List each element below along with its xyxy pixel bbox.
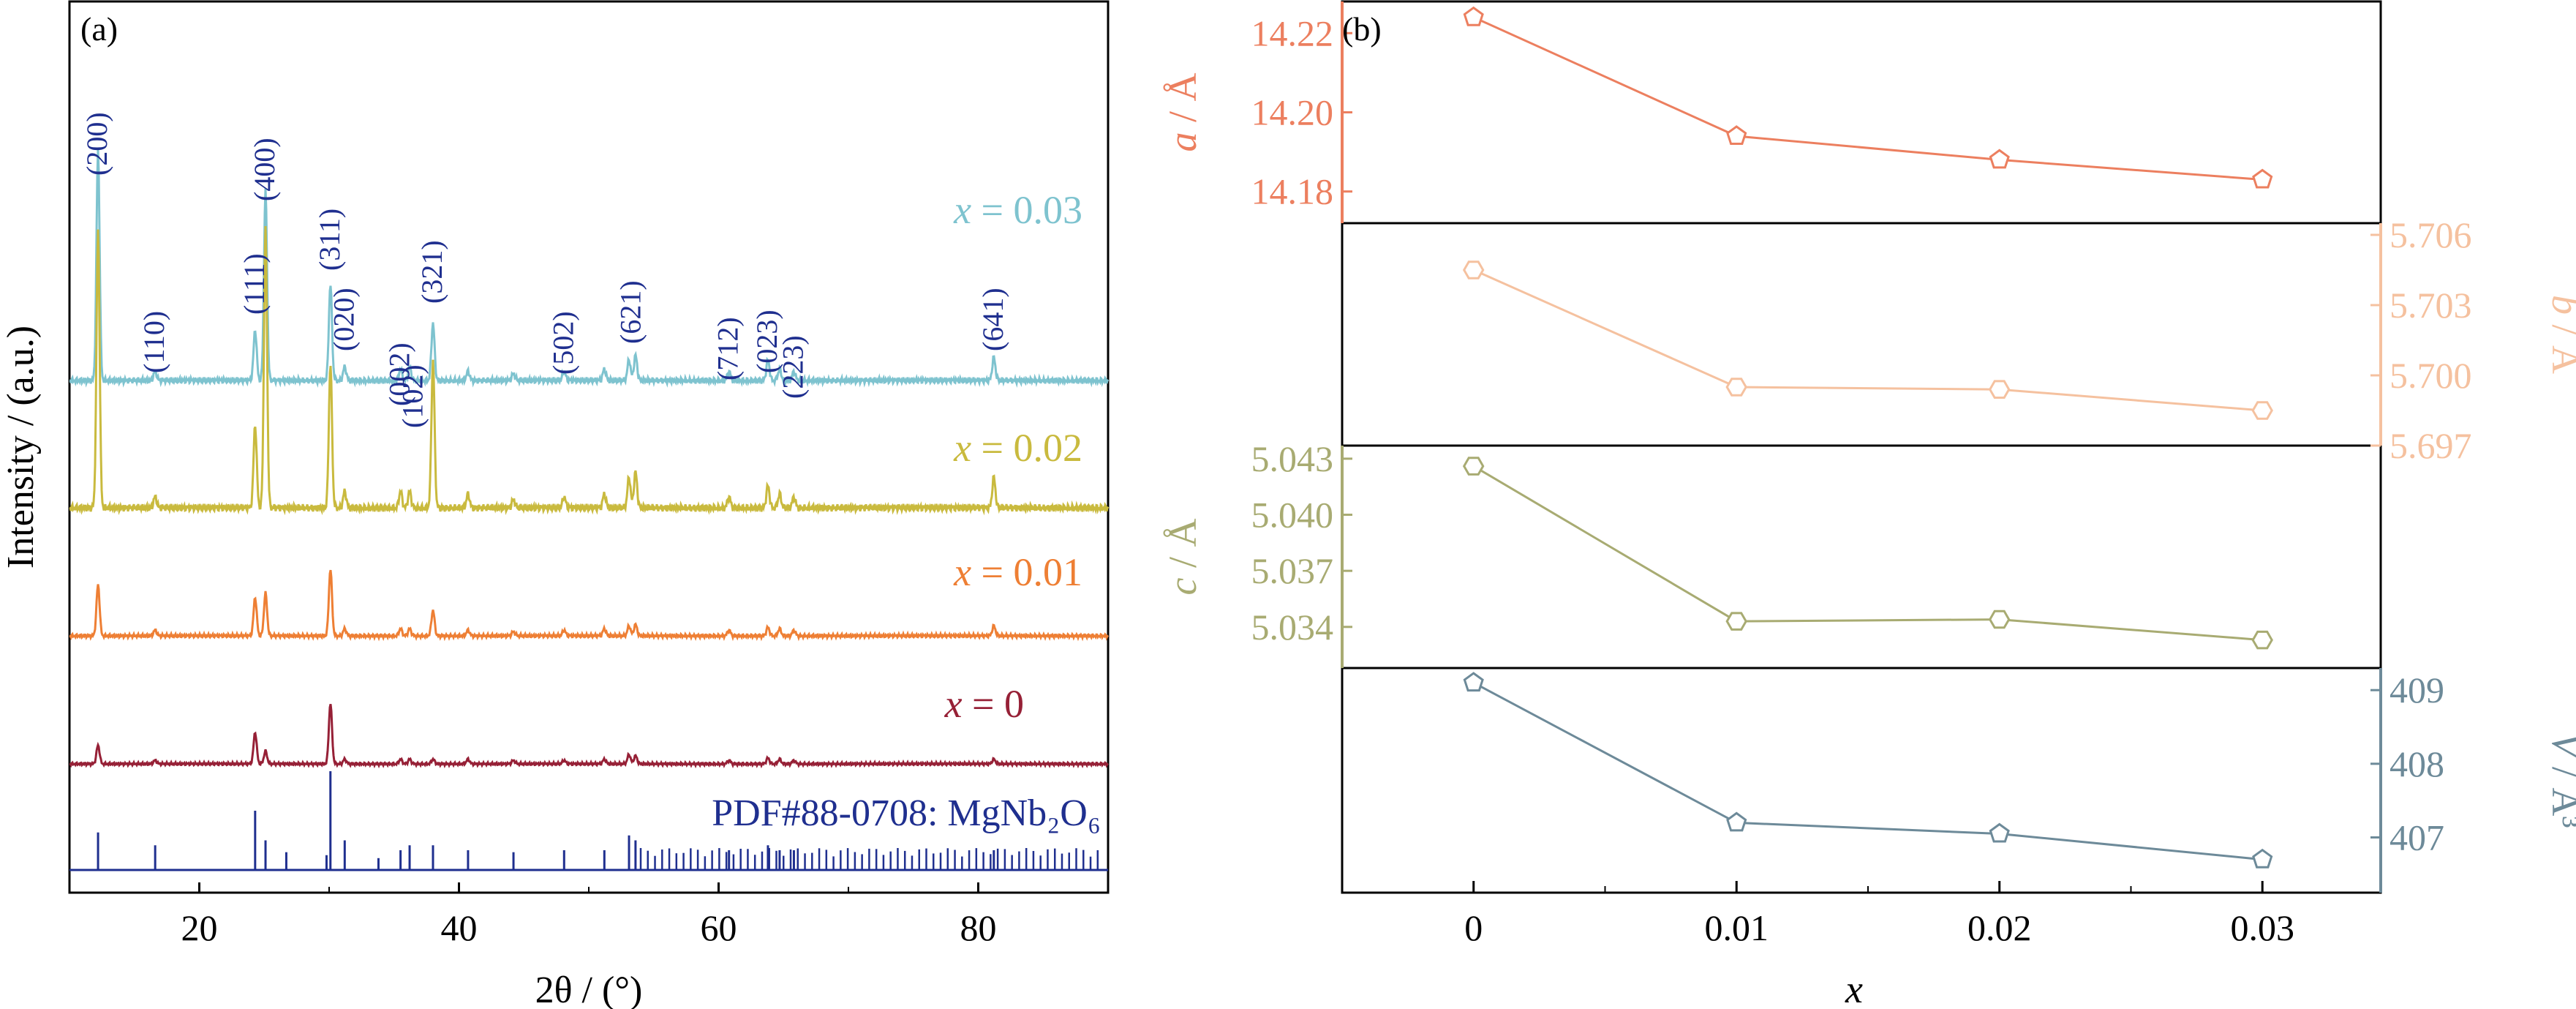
xrd-pattern-line: [69, 703, 1109, 769]
lattice-subplot-frame: [1341, 0, 2382, 225]
xrd-x-tick-label: 60: [701, 907, 737, 948]
pattern-label: x = 0: [944, 682, 1024, 726]
pattern-label: x = 0.02: [953, 426, 1082, 470]
xrd-x-tick-label: 80: [960, 907, 997, 948]
peak-annotation: (400): [248, 138, 281, 201]
lattice-marker: [1988, 609, 2011, 629]
lattice-y-tick-label: 5.043: [1251, 438, 1334, 479]
pattern-label: x = 0.01: [953, 550, 1082, 594]
lattice-y-tick-label: 14.18: [1251, 171, 1334, 212]
lattice-x-tick-label: 0.01: [1704, 907, 1769, 948]
peak-annotation: (023): [750, 310, 783, 373]
lattice-y-tick-label: 5.034: [1251, 607, 1334, 648]
lattice-marker: [1988, 380, 2011, 399]
lattice-marker: [1463, 6, 1484, 26]
lattice-marker: [1989, 822, 2010, 843]
lattice-y-tick-label: 409: [2389, 669, 2444, 710]
lattice-y-axes: 14.18 14.20 14.22 a / Å 5.697 5.700 5.703 5.706…: [1161, 1, 2576, 893]
lattice-y-axis-label: a / Å: [1161, 72, 1205, 151]
xrd-x-tick-label: 20: [181, 907, 218, 948]
lattice-y-axis-label: V / Å³: [2544, 732, 2576, 828]
lattice-y-tick-label: 14.22: [1251, 12, 1334, 53]
lattice-y-tick-label: 5.706: [2389, 214, 2472, 255]
lattice-x-tick-label: 0: [1464, 907, 1483, 948]
lattice-y-tick-label: 14.20: [1251, 92, 1334, 133]
lattice-marker: [1726, 811, 1747, 832]
lattice-marker: [1726, 125, 1747, 145]
xrd-pattern-line: [69, 569, 1110, 642]
lattice-panel: 14.18 14.20 14.22 a / Å 5.697 5.700 5.703 5.706…: [1161, 0, 2576, 1009]
lattice-subplot-frames: [1341, 0, 2382, 894]
lattice-marker: [2251, 630, 2273, 650]
lattice-marker: [2252, 848, 2273, 869]
peak-annotation: (502): [546, 311, 579, 375]
lattice-marker: [1725, 378, 1747, 397]
lattice-series: [1462, 6, 2273, 869]
lattice-x-axis: 0 0.01 0.02 0.03: [1341, 881, 2294, 948]
reference-label: PDF#88-0708: MgNb₂O₆: [712, 792, 1101, 834]
lattice-marker: [1463, 672, 1484, 692]
xrd-panel: 20 40 60 80 x = 0.03 x = 0.02 x = 0.01 x = 0 (…: [0, 0, 1110, 1009]
lattice-subplot-frame: [1341, 667, 2382, 894]
lattice-x-axis-label: x: [1845, 967, 1863, 1009]
lattice-marker: [1989, 149, 2010, 169]
lattice-y-tick-label: 5.040: [1251, 495, 1334, 536]
xrd-pattern-line: [69, 225, 1110, 516]
lattice-marker: [1725, 612, 1747, 631]
lattice-marker: [2251, 401, 2273, 420]
pattern-label: x = 0.03: [953, 188, 1082, 232]
lattice-series-line: [1472, 465, 2263, 642]
xrd-plot-frame: [68, 0, 1110, 894]
peak-annotation: (641): [976, 288, 1009, 351]
peak-annotation: (321): [415, 240, 448, 304]
lattice-series-line: [1472, 681, 2263, 861]
lattice-y-tick-label: 5.700: [2389, 355, 2472, 396]
lattice-y-tick-label: 5.037: [1251, 550, 1334, 591]
xrd-x-axis: 20 40 60 80: [69, 882, 1109, 948]
reference-sticks: [97, 771, 1099, 870]
lattice-series-line: [1473, 16, 2263, 181]
lattice-y-tick-label: 5.697: [2389, 425, 2472, 466]
lattice-marker: [2252, 168, 2273, 189]
lattice-y-tick-label: 408: [2389, 743, 2444, 784]
panel-a-label: (a): [80, 10, 118, 48]
peak-annotation: (102): [396, 364, 429, 428]
xrd-patterns: x = 0.03 x = 0.02 x = 0.01 x = 0: [69, 149, 1110, 769]
peak-annotation: (712): [712, 317, 745, 380]
lattice-x-tick-label: 0.03: [2230, 907, 2294, 948]
peak-annotation: (020): [327, 288, 360, 351]
peak-annotation: (111): [238, 253, 271, 315]
xrd-y-axis-label: Intensity / (a.u.): [0, 326, 42, 569]
lattice-y-tick-label: 407: [2389, 817, 2444, 858]
peak-annotation: (200): [80, 112, 113, 176]
peak-annotations: (200) (110) (111) (400) (311) (020) (002)(102)…: [80, 112, 1009, 428]
xrd-pattern-line: [69, 149, 1110, 388]
xrd-x-axis-label: 2θ / (°): [535, 969, 643, 1009]
peak-annotation: (110): [138, 311, 170, 373]
lattice-subplot-frame: [1341, 222, 2382, 447]
lattice-subplot-frame: [1341, 444, 2382, 669]
lattice-y-tick-label: 5.703: [2389, 285, 2472, 326]
peak-annotation: (223): [776, 335, 809, 399]
peak-annotation: (002): [383, 342, 416, 406]
lattice-y-axis-label: c / Å: [1161, 519, 1205, 596]
peak-annotation: (311): [313, 209, 346, 271]
lattice-series-line: [1473, 269, 2263, 412]
lattice-marker: [1462, 260, 1485, 280]
lattice-y-axis-label: b / Å: [2544, 295, 2576, 374]
xrd-x-tick-label: 40: [441, 907, 478, 948]
peak-annotation: (621): [614, 280, 647, 344]
lattice-x-tick-label: 0.02: [1967, 907, 2032, 948]
lattice-marker: [1462, 457, 1485, 476]
panel-b-label: (b): [1342, 10, 1382, 48]
